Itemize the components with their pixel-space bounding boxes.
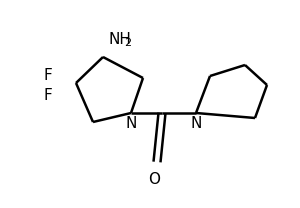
Text: N: N: [125, 116, 137, 131]
Text: F: F: [44, 68, 52, 83]
Text: F: F: [44, 88, 52, 104]
Text: NH: NH: [108, 31, 131, 47]
Text: O: O: [148, 172, 160, 187]
Text: N: N: [190, 116, 202, 131]
Text: 2: 2: [124, 38, 131, 48]
